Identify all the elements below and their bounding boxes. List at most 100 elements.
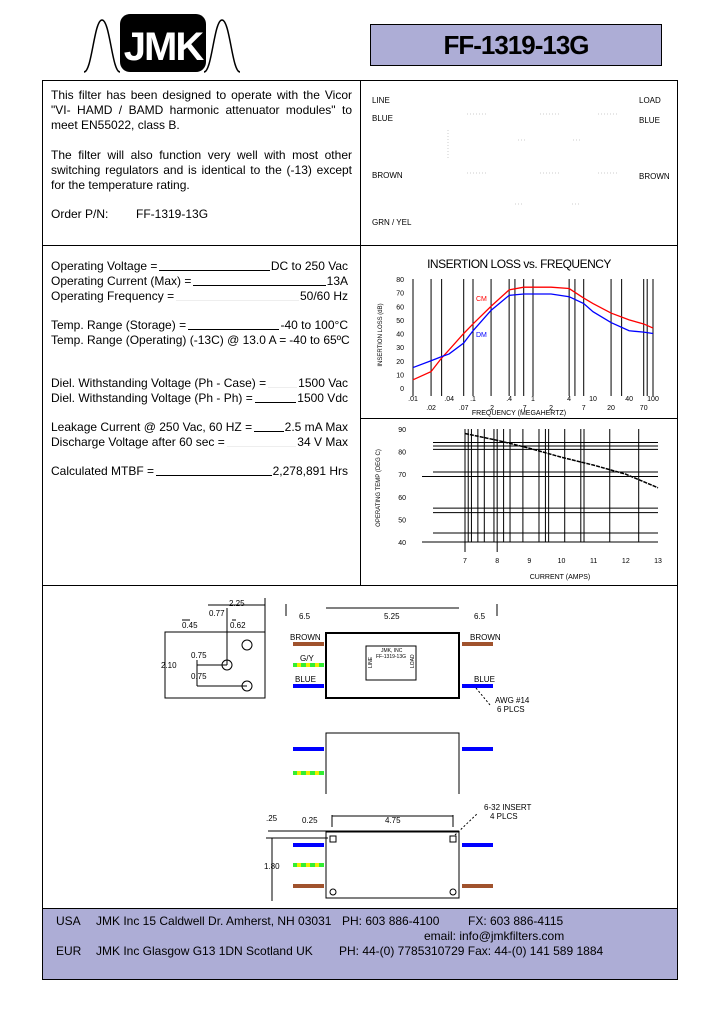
spec-value: -40 to 100°C [280, 318, 348, 332]
x-tick-label: 40 [625, 396, 633, 403]
order-value: FF-1319-13G [136, 207, 209, 221]
plate-jmk: JMK, INC [381, 648, 403, 654]
side-view-outline [164, 631, 266, 699]
email-link[interactable]: email: info@jmkfilters.com [424, 929, 565, 943]
footer-contact: USA JMK Inc 15 Caldwell Dr. Amherst, NH … [42, 908, 678, 980]
y-tick-label: 60 [396, 304, 404, 311]
spec-row: Temp. Range (Operating) (-13C) @ 13.0 A … [51, 333, 350, 348]
series-dm-line [412, 293, 654, 369]
x-tick-label: 7 [463, 558, 467, 565]
x-tick-label: .04 [444, 396, 454, 403]
spec-value: 2.5 mA Max [284, 420, 348, 434]
spec-label: Temp. Range (Operating) (-13C) @ 13.0 A … [51, 333, 287, 347]
schematic-brown-left: BROWN [372, 171, 403, 180]
series-label-cm: CM [476, 296, 487, 303]
plate-load: LOAD [410, 654, 416, 668]
x-tick-label: 10 [558, 558, 566, 565]
spec-label: Discharge Voltage after 60 sec = [51, 435, 225, 449]
x-tick-label: 13 [654, 558, 662, 565]
spec-leader-line [254, 391, 297, 403]
dim-4-75: 4.75 [385, 816, 401, 825]
dim-5-25: 5.25 [384, 612, 400, 621]
x-tick-label: .02 [426, 405, 436, 412]
top-view-body [325, 632, 460, 699]
divider [360, 245, 678, 246]
plate-pn: FF-1319-13G [376, 654, 406, 660]
divider [42, 245, 360, 246]
x-axis-label: CURRENT (AMPS) [530, 574, 591, 581]
x-tick-label: .1 [470, 396, 476, 403]
usa-phone: PH: 603 886-4100 [342, 914, 440, 928]
y-tick-label: 70 [396, 291, 404, 298]
usa-region: USA [56, 914, 81, 928]
order-label: Order P/N: [51, 207, 109, 221]
y-tick-label: 60 [398, 495, 406, 502]
divider [360, 80, 361, 585]
divider [42, 585, 678, 586]
x-tick-label: 8 [495, 558, 499, 565]
spec-value: 1500 Vac [298, 376, 348, 390]
spec-leader-line [188, 318, 280, 330]
y-tick-label: 40 [398, 540, 406, 547]
y-tick-label: 30 [396, 345, 404, 352]
spec-row: Temp. Range (Storage) = -40 to 100°C [51, 318, 348, 333]
x-tick-label: .7 [521, 405, 527, 412]
spec-label: Operating Current (Max) = [51, 274, 192, 288]
series-label-dm: DM [476, 332, 487, 339]
bottom-view-body [325, 831, 460, 899]
x-tick-label: 10 [589, 396, 597, 403]
usa-fax: FX: 603 886-4115 [468, 914, 564, 928]
insert-plcs-label: 4 PLCS [490, 812, 518, 821]
svg-text:JMK: JMK [124, 25, 205, 69]
x-tick-label: 7 [582, 405, 586, 412]
spec-leader-line [156, 464, 272, 476]
insert-label: 6-32 INSERT [484, 803, 532, 812]
y-tick-label: 50 [396, 318, 404, 325]
x-tick-label: 12 [622, 558, 630, 565]
spec-leader-line [254, 420, 284, 432]
middle-view-body [325, 732, 460, 794]
awg-plcs-label: 6 PLCS [497, 705, 525, 714]
dim-1-80: 1.80 [264, 862, 280, 871]
y-tick-label: 90 [398, 427, 406, 434]
spec-row: Operating Current (Max) = 13A [51, 274, 348, 289]
dim-0-75a: 0.75 [191, 651, 207, 660]
lead-label-brown-left: BROWN [290, 633, 321, 642]
x-tick-label: .07 [459, 405, 469, 412]
chart-title: INSERTION LOSS vs. FREQUENCY [427, 257, 611, 271]
x-tick-label: 20 [607, 405, 615, 412]
mechanical-drawing: 2.25 0.77 0.45 0.62 0.75 2.10 0.75 6.5 5… [161, 598, 532, 901]
schematic-blue-left: BLUE [372, 114, 393, 123]
y-axis-label: OPERATING TEMP (DEG C) [376, 449, 382, 527]
spec-value: -40 to 65ºC [289, 333, 350, 347]
temp-derating-line [464, 432, 659, 489]
schematic-grn-yel: GRN / YEL [372, 218, 412, 227]
spec-leader-line [176, 289, 299, 301]
x-tick-label: 100 [647, 396, 659, 403]
spec-value: 50/60 Hz [299, 289, 348, 303]
dim-0-77: 0.77 [209, 609, 225, 618]
spec-label: Leakage Current @ 250 Vac, 60 HZ = [51, 420, 253, 434]
insertion-loss-chart: INSERTION LOSS vs. FREQUENCY 0 10 20 30 40 50 6… [378, 257, 659, 417]
series-cm-line [412, 286, 654, 381]
lead-label-brown-right: BROWN [470, 633, 501, 642]
divider [360, 418, 678, 419]
awg-label: AWG #14 [495, 696, 530, 705]
spec-label: Operating Frequency = [51, 289, 175, 303]
jmk-logo: JMK [83, 14, 241, 73]
spec-value: 2,278,891 Hrs [272, 464, 348, 478]
lead-label-gy: G/Y [300, 654, 314, 663]
lead-label-blue-left: BLUE [295, 675, 316, 684]
x-axis-label: FREQUENCY (MEGAHERTZ) [472, 410, 566, 417]
y-axis-label: INSERTION LOSS (dB) [378, 303, 384, 366]
y-tick-label: 20 [396, 359, 404, 366]
lead-label-blue-right: BLUE [474, 675, 495, 684]
dim-2-25: 2.25 [229, 599, 245, 608]
x-tick-label: 11 [590, 558, 597, 565]
eur-region: EUR [56, 944, 82, 958]
spec-leader-line [226, 435, 297, 447]
y-tick-label: 40 [396, 332, 404, 339]
x-tick-label: 9 [527, 558, 531, 565]
dim-6-5a: 6.5 [299, 612, 311, 621]
